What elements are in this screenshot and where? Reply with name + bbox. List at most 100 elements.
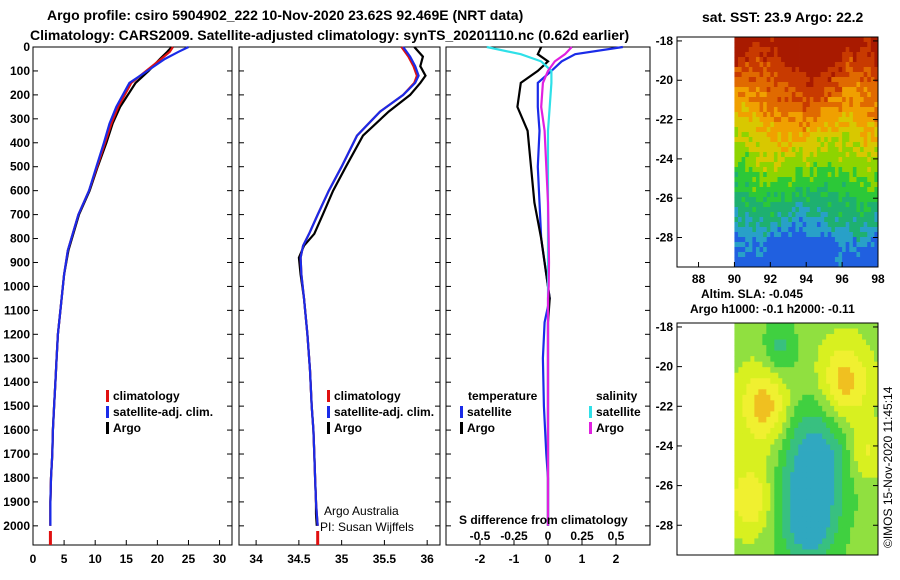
map-cell (750, 461, 755, 468)
map-cell (838, 389, 843, 396)
map-cell (746, 439, 751, 445)
map-cell (738, 137, 743, 143)
map-cell (820, 147, 825, 153)
map-cell (809, 202, 814, 208)
map-cell (842, 543, 847, 550)
map-cell (874, 488, 879, 495)
salinity-panel: 34 34.5 35 35.5 36 (238, 46, 441, 566)
map-cell (870, 257, 875, 263)
map-cell (766, 102, 771, 108)
map-cell (822, 378, 827, 385)
map-cell (746, 405, 751, 412)
map-cell (745, 57, 750, 63)
map-cell (866, 372, 871, 379)
map-cell (858, 394, 863, 401)
map-cell (788, 47, 793, 53)
map-cell (741, 67, 746, 73)
map-cell (762, 328, 767, 335)
map-cell (798, 405, 803, 412)
map-cell (856, 197, 861, 203)
map-cell (874, 444, 879, 451)
map-cell (806, 72, 811, 78)
map-cell (866, 411, 871, 418)
map-cell (842, 400, 847, 407)
map-cell (741, 132, 746, 138)
map-cell (866, 488, 871, 495)
map-cell (874, 197, 879, 203)
map-cell (763, 97, 768, 103)
map-cell (806, 394, 811, 401)
map-cell (862, 328, 867, 335)
map-cell (863, 232, 868, 238)
map-cell (790, 549, 795, 556)
map-cell (849, 97, 854, 103)
map-cell (831, 97, 836, 103)
x-tick-label: 25 (182, 552, 196, 566)
map-cell (813, 162, 818, 168)
map-cell (827, 122, 832, 128)
map-cell (752, 127, 757, 133)
map-cell (798, 411, 803, 418)
map-cell (874, 483, 879, 490)
map-cell (786, 361, 791, 368)
map-cell (842, 466, 847, 473)
map-cell (846, 516, 851, 523)
map-cell (781, 262, 786, 268)
map-cell (862, 439, 867, 445)
map-cell (870, 433, 875, 440)
map-cell (790, 477, 795, 484)
map-cell (842, 182, 847, 188)
map-cell (795, 217, 800, 223)
map-cell (802, 162, 807, 168)
map-cell (854, 549, 859, 556)
map-cell (766, 262, 771, 268)
map-cell (810, 427, 815, 434)
map-cell (742, 356, 747, 363)
map-cell (846, 400, 851, 407)
map-cell (806, 167, 811, 173)
map-cell (781, 117, 786, 123)
map-cell (816, 97, 821, 103)
map-cell (759, 237, 764, 243)
map-cell (750, 483, 755, 490)
map-cell (863, 157, 868, 163)
map-cell (754, 466, 759, 473)
map-cell (846, 483, 851, 490)
map-cell (842, 137, 847, 143)
map-cell (758, 455, 763, 462)
map-cell (813, 177, 818, 183)
map-cell (778, 461, 783, 468)
map-cell (818, 378, 823, 385)
map-cell (734, 252, 739, 258)
map-cell (777, 117, 782, 123)
map-cell (786, 505, 791, 512)
map-cell (762, 422, 767, 429)
map-cell (790, 345, 795, 352)
map-cell (834, 367, 839, 374)
map-cell (846, 466, 851, 473)
map-cell (838, 411, 843, 418)
map-cell (852, 212, 857, 218)
map-cell (838, 549, 843, 556)
map-cell (809, 97, 814, 103)
map-cell (863, 262, 868, 268)
map-cell (810, 389, 815, 396)
map-cell (820, 242, 825, 248)
map-cell (850, 345, 855, 352)
map-cell (860, 102, 865, 108)
map-cell (752, 177, 757, 183)
map-cell (852, 147, 857, 153)
map-cell (874, 378, 879, 385)
map-cell (818, 516, 823, 523)
map-cell (774, 400, 779, 407)
map-cell (816, 167, 821, 173)
map-cell (786, 494, 791, 501)
map-cell (810, 516, 815, 523)
map-cell (734, 510, 739, 517)
map-cell (862, 450, 867, 456)
map-cell (750, 367, 755, 374)
map-cell (734, 87, 739, 93)
map-cell (858, 532, 863, 539)
map-cell (777, 92, 782, 98)
map-cell (802, 182, 807, 188)
